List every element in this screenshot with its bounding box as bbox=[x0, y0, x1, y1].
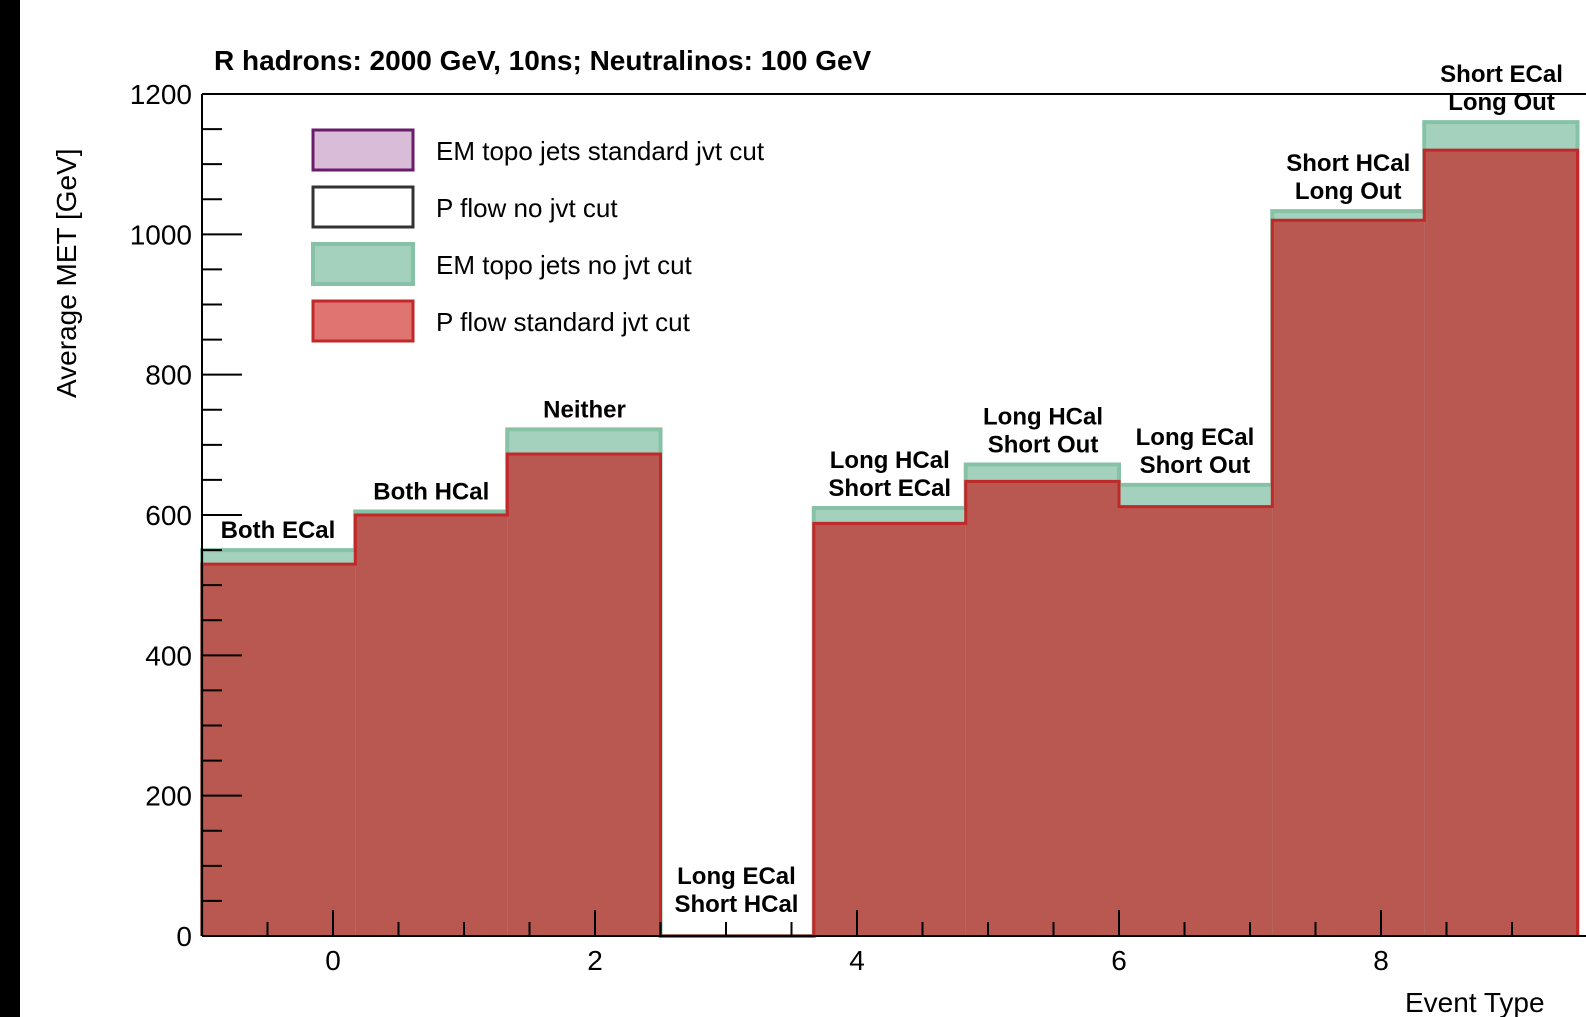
bar-series3-bin6 bbox=[1119, 506, 1273, 936]
bar-series3-bin8 bbox=[1424, 150, 1578, 937]
bin-label-7-line-0: Short HCal bbox=[1286, 150, 1410, 177]
legend: EM topo jets standard jvt cut P flow no j… bbox=[311, 128, 765, 343]
bin-label-6-line-0: Long ECal bbox=[1136, 424, 1255, 451]
outline-series-2 bbox=[200, 120, 1580, 938]
y-tick-label-1200: 1200 bbox=[130, 79, 192, 110]
x-tick-label-4: 4 bbox=[849, 945, 865, 976]
y-tick-label-200: 200 bbox=[145, 781, 192, 812]
legend-label-1: P flow no jvt cut bbox=[436, 193, 618, 223]
x-tick-label-2: 2 bbox=[587, 945, 603, 976]
legend-swatch-1 bbox=[311, 185, 415, 229]
x-tick-label-0: 0 bbox=[325, 945, 341, 976]
outline-series-3 bbox=[200, 148, 1579, 938]
bin-label-1-line-0: Both HCal bbox=[373, 478, 489, 505]
x-axis-title: Event Type bbox=[1405, 987, 1545, 1017]
bin-label-6-line-1: Short Out bbox=[1140, 452, 1251, 479]
bin-label-0-line-0: Both ECal bbox=[221, 517, 336, 544]
bar-series3-bin7 bbox=[1272, 220, 1425, 937]
bin-label-7-line-1: Long Out bbox=[1295, 178, 1402, 205]
legend-swatch-3 bbox=[311, 299, 415, 343]
bin-label-3-line-1: Short HCal bbox=[674, 891, 798, 918]
y-tick-label-800: 800 bbox=[145, 360, 192, 391]
histogram-bars bbox=[200, 120, 1580, 938]
x-axis: 0 2 4 6 8 bbox=[266, 910, 1513, 976]
bar-series3-bin1 bbox=[355, 515, 508, 936]
legend-swatch-0 bbox=[311, 128, 415, 172]
y-tick-label-400: 400 bbox=[145, 640, 192, 671]
bar-series3-bin0 bbox=[202, 564, 356, 936]
y-axis-title: Average MET [GeV] bbox=[51, 148, 82, 398]
bin-label-5-line-0: Long HCal bbox=[983, 403, 1103, 430]
legend-label-0: EM topo jets standard jvt cut bbox=[436, 136, 765, 166]
y-tick-label-0: 0 bbox=[176, 921, 192, 952]
bin-label-8-line-1: Long Out bbox=[1448, 89, 1555, 116]
bar-series3-bin2 bbox=[507, 453, 661, 936]
y-tick-label-600: 600 bbox=[145, 500, 192, 531]
bin-label-8-line-0: Short ECal bbox=[1440, 61, 1563, 88]
bin-label-2-line-0: Neither bbox=[543, 396, 626, 423]
series-3 bbox=[200, 148, 1579, 938]
x-tick-label-8: 8 bbox=[1373, 945, 1389, 976]
bar-series3-bin4 bbox=[813, 523, 966, 936]
legend-swatch-2 bbox=[311, 242, 415, 286]
bin-label-5-line-1: Short Out bbox=[988, 431, 1099, 458]
legend-label-3: P flow standard jvt cut bbox=[436, 307, 691, 337]
bin-label-3-line-0: Long ECal bbox=[677, 863, 796, 890]
bar-series3-bin5 bbox=[965, 481, 1119, 936]
legend-label-2: EM topo jets no jvt cut bbox=[436, 250, 693, 280]
y-axis: 0 200 400 600 800 1000 1200 bbox=[130, 79, 242, 952]
left-edge-bar bbox=[0, 0, 20, 1017]
bin-label-4-line-1: Short ECal bbox=[828, 475, 951, 502]
y-tick-label-1000: 1000 bbox=[130, 219, 192, 250]
x-tick-label-6: 6 bbox=[1111, 945, 1127, 976]
chart-title: R hadrons: 2000 GeV, 10ns; Neutralinos: … bbox=[214, 45, 872, 76]
bin-label-4-line-0: Long HCal bbox=[830, 447, 950, 474]
